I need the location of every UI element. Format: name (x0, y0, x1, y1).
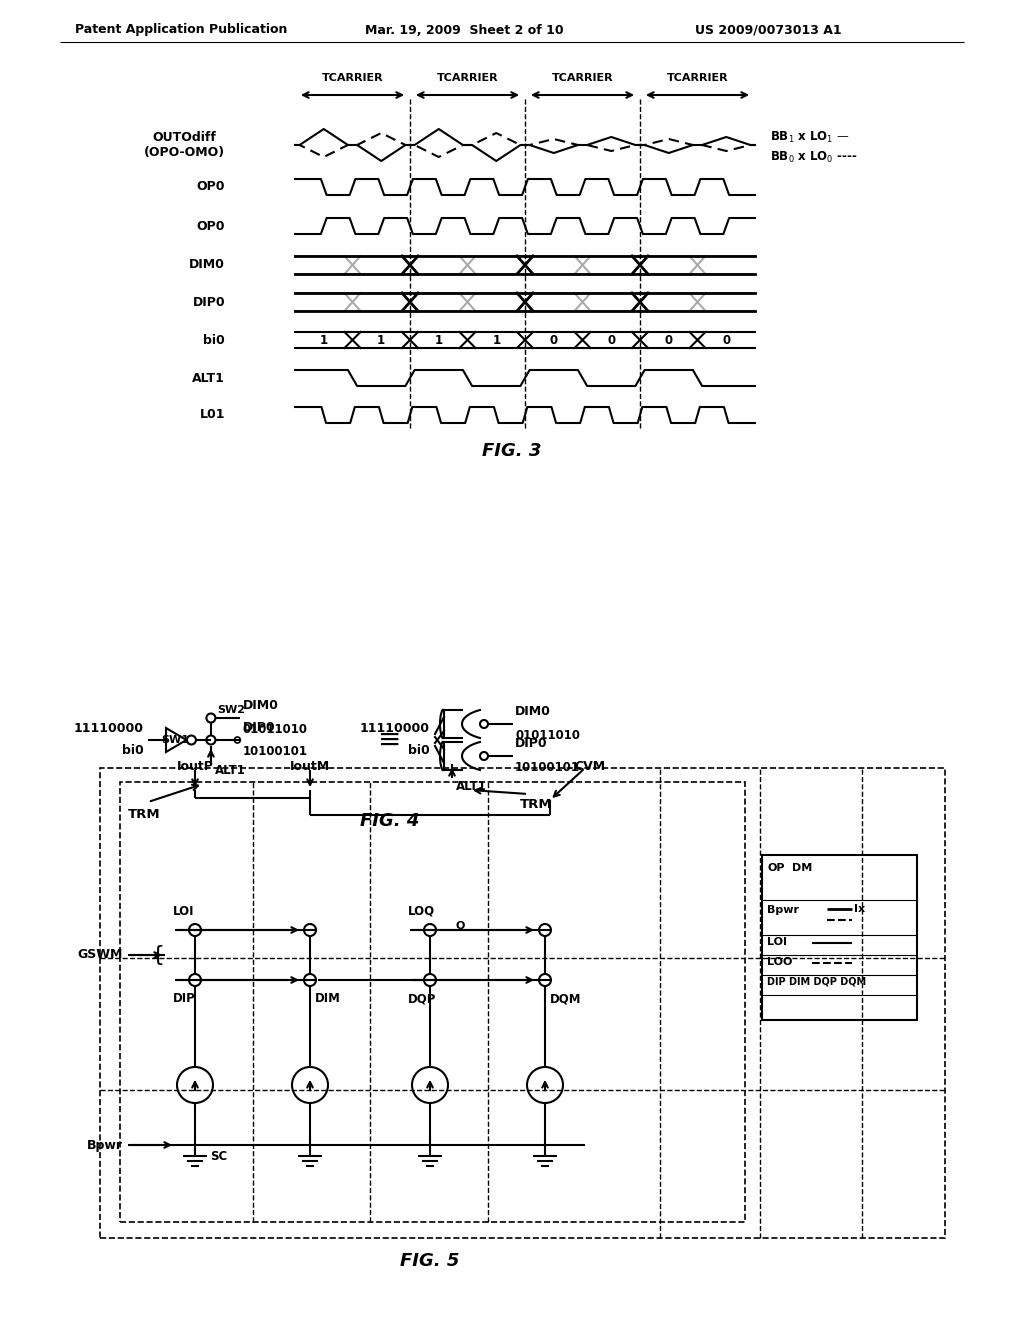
Text: DIP0: DIP0 (515, 737, 548, 750)
Bar (100, 768, 945, 1238)
Text: 11110000: 11110000 (74, 722, 144, 734)
Text: 0: 0 (665, 334, 673, 346)
Text: 01011010: 01011010 (515, 729, 580, 742)
Text: FIG. 4: FIG. 4 (360, 812, 420, 830)
Text: US 2009/0073013 A1: US 2009/0073013 A1 (695, 24, 842, 37)
Text: GSWM: GSWM (78, 949, 123, 961)
Text: DIP DIM DQP DQM: DIP DIM DQP DQM (767, 977, 866, 987)
Text: bi0: bi0 (203, 334, 225, 346)
Text: L01: L01 (200, 408, 225, 421)
Text: Ix: Ix (854, 904, 865, 913)
Text: Q: Q (455, 920, 464, 931)
Text: SW1: SW1 (161, 735, 188, 744)
Text: 1: 1 (434, 334, 442, 346)
Text: LOQ: LOQ (408, 906, 435, 917)
Text: 0: 0 (607, 334, 615, 346)
Text: BB$_1$ x LO$_1$ —: BB$_1$ x LO$_1$ — (770, 129, 850, 145)
Text: 0: 0 (722, 334, 730, 346)
Text: DIP0: DIP0 (243, 721, 275, 734)
Text: Bpwr: Bpwr (87, 1138, 123, 1151)
Text: TCARRIER: TCARRIER (667, 73, 728, 83)
Text: DQP: DQP (408, 993, 436, 1005)
Text: TRM: TRM (520, 799, 553, 810)
Text: 11110000: 11110000 (360, 722, 430, 734)
Text: 0: 0 (550, 334, 558, 346)
Text: 1: 1 (493, 334, 501, 346)
Text: {: { (150, 945, 164, 965)
Text: 01011010: 01011010 (243, 723, 307, 737)
Text: 1: 1 (377, 334, 385, 346)
Bar (120, 781, 745, 1222)
Text: bi0: bi0 (122, 743, 144, 756)
Bar (762, 855, 918, 1020)
Text: DM: DM (792, 863, 812, 873)
Text: LOI: LOI (767, 937, 787, 946)
Text: 10100101: 10100101 (243, 744, 307, 758)
Text: TRM: TRM (128, 808, 161, 821)
Text: BB$_0$ x LO$_0$ ----: BB$_0$ x LO$_0$ ---- (770, 149, 857, 165)
Text: Bpwr: Bpwr (767, 906, 799, 915)
Text: Mar. 19, 2009  Sheet 2 of 10: Mar. 19, 2009 Sheet 2 of 10 (365, 24, 563, 37)
Text: Patent Application Publication: Patent Application Publication (75, 24, 288, 37)
Text: FIG. 3: FIG. 3 (482, 442, 542, 459)
Text: LOO: LOO (767, 957, 793, 968)
Text: 1: 1 (319, 334, 328, 346)
Text: OP: OP (767, 863, 784, 873)
Text: ALT1: ALT1 (456, 780, 486, 793)
Text: DIM0: DIM0 (189, 259, 225, 272)
Text: DIP: DIP (173, 993, 196, 1005)
Text: FIG. 5: FIG. 5 (400, 1251, 460, 1270)
Text: TCARRIER: TCARRIER (436, 73, 499, 83)
Text: SW2: SW2 (217, 705, 245, 715)
Text: ALT1: ALT1 (193, 371, 225, 384)
Text: IoutP: IoutP (176, 760, 213, 774)
Text: ≡: ≡ (379, 726, 401, 754)
Text: IoutM: IoutM (290, 760, 330, 774)
Text: SC: SC (210, 1150, 227, 1163)
Text: DIP0: DIP0 (193, 296, 225, 309)
Text: LOI: LOI (173, 906, 195, 917)
Text: ALT1: ALT1 (215, 764, 246, 777)
Text: bi0: bi0 (409, 743, 430, 756)
Text: OUTOdiff
(OPO-OMO): OUTOdiff (OPO-OMO) (144, 131, 225, 158)
Text: TCARRIER: TCARRIER (552, 73, 613, 83)
Text: DIM: DIM (315, 993, 341, 1005)
Text: DQM: DQM (550, 993, 582, 1005)
Text: OP0: OP0 (197, 219, 225, 232)
Text: 10100101: 10100101 (515, 762, 580, 774)
Text: OP0: OP0 (197, 181, 225, 194)
Text: TCARRIER: TCARRIER (322, 73, 383, 83)
Text: DIM0: DIM0 (515, 705, 551, 718)
Text: DIM0: DIM0 (243, 700, 279, 711)
Text: CVM: CVM (574, 760, 605, 774)
